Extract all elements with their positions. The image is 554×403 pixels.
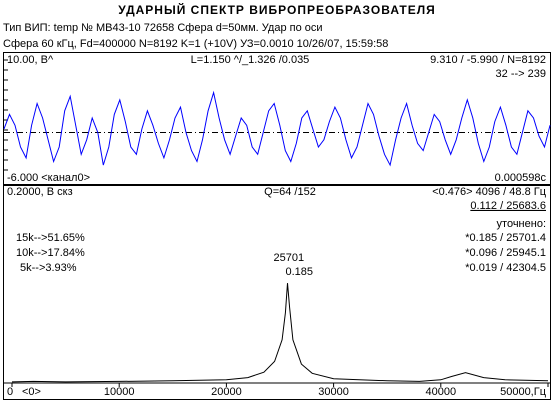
- refined: *0.096 / 25945.1: [465, 247, 546, 259]
- label: 32 --> 239: [496, 68, 546, 80]
- wave-panel: [3, 52, 551, 185]
- info-line: Сфера 60 кГц, Fd=400000 N=8192 K=1 (+10V…: [3, 38, 388, 50]
- ratio: 15k-->51.65%: [16, 232, 85, 244]
- x-tick-label: 0: [7, 386, 13, 398]
- x-tick-label: 10000: [104, 386, 135, 398]
- x-tick-label: 50000,Гц: [500, 386, 547, 398]
- label: -6.000 <канал0>: [7, 172, 90, 184]
- x-tick-label: 40000: [426, 386, 457, 398]
- x-tick-label: 30000: [318, 386, 349, 398]
- spectrum-panel: [3, 185, 551, 400]
- x-tick-label: 20000: [211, 386, 242, 398]
- refined: уточнено:: [497, 218, 546, 230]
- waveform: [3, 90, 551, 167]
- title: УДАРНЫЙ СПЕКТР ВИБРОПРЕОБРАЗОВАТЕЛЯ: [118, 2, 436, 17]
- label: Q=64 /152: [264, 186, 316, 198]
- refined: *0.019 / 42304.5: [465, 262, 546, 274]
- label: 0.112 / 25683.6: [470, 200, 546, 212]
- label: <0.476> 4096 / 48.8 Гц: [432, 186, 546, 198]
- label: L=1.150 ^/_1.326 /0.035: [191, 54, 310, 66]
- label: 10.00, В^: [7, 54, 54, 66]
- ratio: 10k-->17.84%: [16, 247, 85, 259]
- label: 0.000598с: [495, 172, 547, 184]
- info-line: Тип ВИП: temp № MB43-10 72658 Сфера d=50…: [3, 22, 323, 34]
- peak-label: 25701: [274, 252, 305, 264]
- label: <0>: [22, 386, 41, 398]
- refined: *0.185 / 25701.4: [465, 232, 546, 244]
- label: 0.2000, В скз: [7, 186, 73, 198]
- ratio: 5k-->3.93%: [20, 262, 77, 274]
- label: 9.310 / -5.990 / N=8192: [430, 54, 546, 66]
- spectrum: [11, 283, 549, 383]
- peak-label: 0.185: [286, 266, 314, 278]
